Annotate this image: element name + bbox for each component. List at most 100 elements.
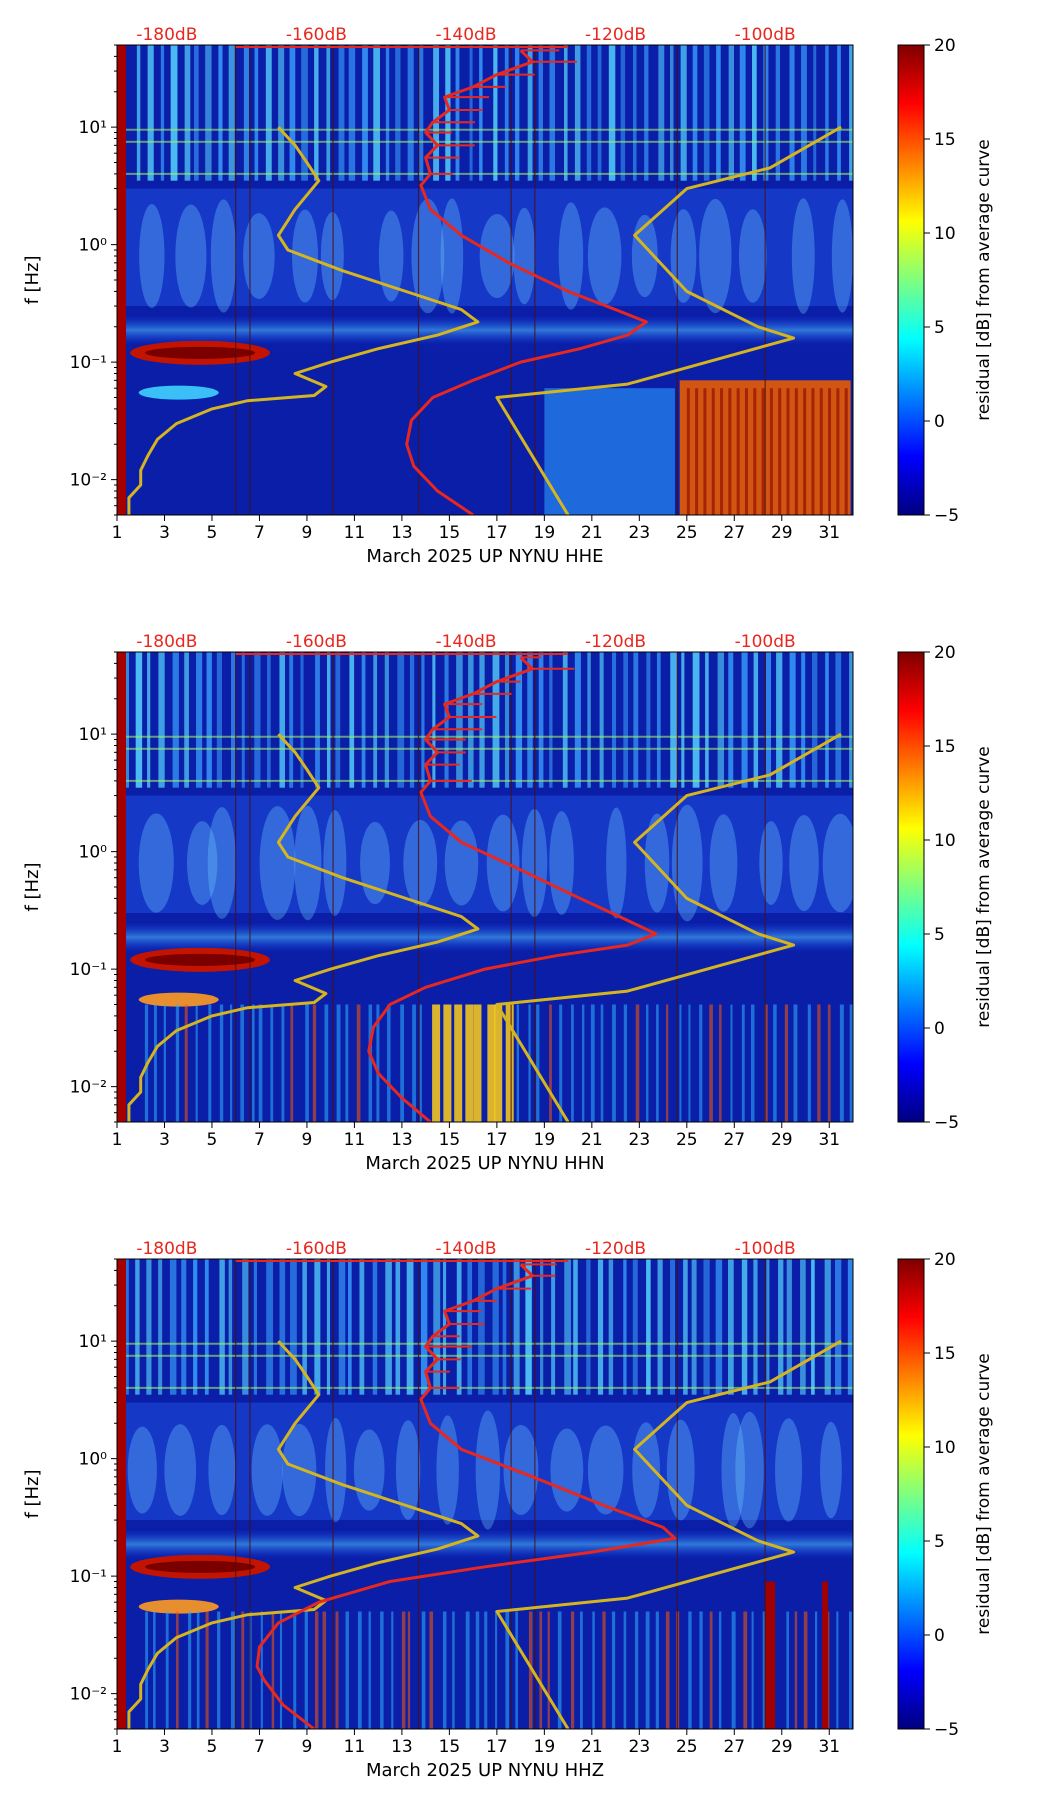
hf-stripe xyxy=(835,1259,842,1395)
colorbar-tick-label: 5 xyxy=(934,1532,945,1552)
lf-noise-stripe xyxy=(844,388,848,515)
hf-stripe xyxy=(728,652,734,788)
lf-stripe xyxy=(623,1004,628,1122)
lf-stripe xyxy=(270,1004,274,1122)
lf-stripe xyxy=(635,1004,640,1122)
x-tick-label: 25 xyxy=(676,1737,698,1757)
lf-stripe xyxy=(839,1004,844,1122)
hf-stripe xyxy=(549,45,556,181)
x-tick-label: 1 xyxy=(112,523,123,543)
event-plume xyxy=(378,210,404,302)
hf-line xyxy=(117,1354,853,1357)
hf-stripe xyxy=(338,1259,346,1395)
hf-stripe xyxy=(279,1259,286,1395)
hf-stripe xyxy=(326,1259,331,1395)
x-tick-label: 13 xyxy=(391,1130,413,1150)
lf-stripe xyxy=(454,1004,463,1122)
hf-line xyxy=(117,172,853,175)
x-tick-label: 1 xyxy=(112,1130,123,1150)
hf-stripe xyxy=(193,45,199,181)
lf-stripe xyxy=(240,1004,244,1122)
colorbar-gradient xyxy=(897,44,925,516)
hf-stripe xyxy=(504,45,509,181)
lf-stripe xyxy=(345,1004,349,1122)
lf-stripe xyxy=(322,1611,327,1729)
hf-stripe xyxy=(492,652,500,788)
hf-stripe xyxy=(739,45,746,181)
lf-stripe xyxy=(645,1004,649,1122)
hf-stripe xyxy=(228,45,235,181)
event-plume xyxy=(820,1421,842,1519)
x-tick-label: 31 xyxy=(818,523,840,543)
lf-stripe xyxy=(175,1004,180,1122)
lf-stripe xyxy=(743,1611,748,1729)
hf-stripe xyxy=(193,1259,198,1395)
hf-stripe xyxy=(125,652,129,788)
y-tick-label: 10¹ xyxy=(79,725,107,745)
lf-stripe xyxy=(528,1004,531,1122)
hf-stripe xyxy=(456,1259,462,1395)
lf-noise-stripe xyxy=(720,388,724,515)
colorbar-tick-label: 10 xyxy=(934,831,956,851)
lf-stripe xyxy=(827,1004,831,1122)
x-tick-label: 23 xyxy=(629,523,651,543)
lf-stripe xyxy=(153,1004,157,1122)
lf-stripe xyxy=(699,1004,703,1122)
lf-stripe xyxy=(419,1004,422,1122)
colorbar: −5 0 5 10 15 20 residual [dB] from average cur… xyxy=(897,36,994,526)
colorbar-tick-label: 20 xyxy=(934,643,956,663)
event-plume xyxy=(775,1418,803,1522)
hf-line xyxy=(117,735,853,738)
lf-stripe xyxy=(547,1611,550,1729)
hf-stripe xyxy=(633,652,639,788)
hf-stripe xyxy=(373,45,380,181)
hf-stripe xyxy=(703,45,710,181)
hf-stripe xyxy=(290,1259,297,1395)
hf-stripe xyxy=(218,45,223,181)
yellow-model-curve xyxy=(127,1340,480,1729)
x-tick-label: 19 xyxy=(534,1737,556,1757)
lf-stripe xyxy=(817,1004,821,1122)
lf-noise-stripe xyxy=(769,388,773,515)
hf-stripe xyxy=(763,45,769,181)
yellow-model-curve xyxy=(127,126,480,515)
hf-stripe xyxy=(158,1259,163,1395)
hf-stripe xyxy=(562,652,568,788)
lf-stripe xyxy=(442,1611,447,1729)
event-plume xyxy=(644,813,670,913)
lf-stripe xyxy=(539,1611,543,1729)
lf-stripe xyxy=(473,1004,482,1122)
hf-stripe xyxy=(753,1259,758,1395)
x-tick-label: 15 xyxy=(439,523,461,543)
hf-stripe xyxy=(527,652,533,788)
hf-stripe xyxy=(421,652,425,788)
hf-stripe xyxy=(206,652,212,788)
x-tick-label: 31 xyxy=(818,1737,840,1757)
lf-noise-stripe xyxy=(811,388,815,515)
x-tick-label: 15 xyxy=(439,1130,461,1150)
x-tick-label: 17 xyxy=(486,1737,508,1757)
lf-stripe xyxy=(579,1611,583,1729)
lf-stripe xyxy=(324,1004,329,1122)
hf-stripe xyxy=(849,652,853,788)
lf-stripe xyxy=(208,1004,212,1122)
low-freq-core xyxy=(145,953,256,966)
yellow-model-curve xyxy=(127,733,480,1122)
colorbar-tick-label: 0 xyxy=(934,1626,945,1646)
lf-stripe xyxy=(368,1004,373,1122)
lf-stripe xyxy=(559,1004,563,1122)
left-edge-strip xyxy=(117,45,126,515)
hf-stripe xyxy=(705,652,709,788)
low-freq-blob-2 xyxy=(138,1599,219,1614)
event-plume xyxy=(444,820,479,906)
lf-stripe xyxy=(750,1004,755,1122)
hf-stripe xyxy=(538,45,543,181)
hf-stripe xyxy=(504,652,510,788)
hf-stripe xyxy=(266,652,271,788)
lf-stripe xyxy=(387,1004,391,1122)
hf-stripe xyxy=(574,652,581,788)
hf-stripe xyxy=(611,652,617,788)
x-tick-label: 23 xyxy=(629,1130,651,1150)
